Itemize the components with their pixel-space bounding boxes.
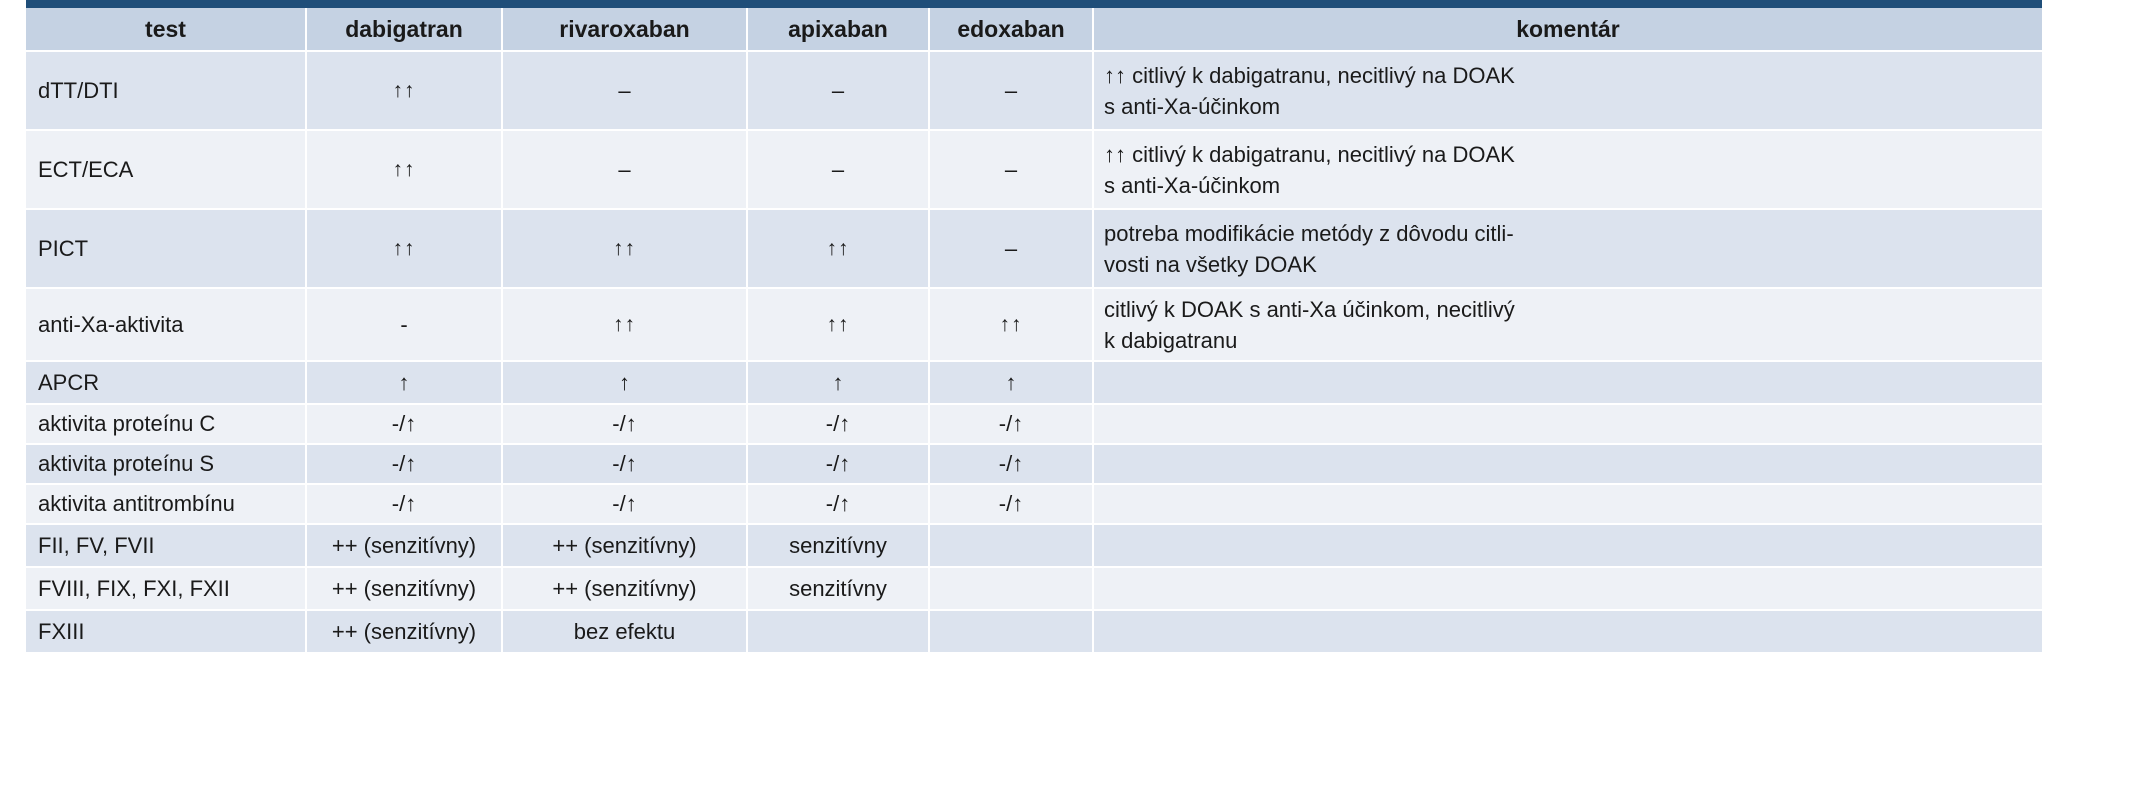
header-rivaroxaban: rivaroxaban xyxy=(501,8,747,51)
cell-edoxaban: – xyxy=(928,129,1093,209)
cell-rivaroxaban: – xyxy=(501,50,747,130)
cell-comment xyxy=(1092,566,2042,610)
cell-dabigatran: -/↑ xyxy=(305,443,502,484)
cell-apixaban xyxy=(746,609,929,652)
cell-edoxaban: -/↑ xyxy=(928,483,1093,524)
comment-line: ↑↑ citlivý k dabigatranu, necitlivý na D… xyxy=(1104,141,1515,167)
cell-rivaroxaban: bez efektu xyxy=(501,609,747,652)
cell-comment: ↑↑ citlivý k dabigatranu, necitlivý na D… xyxy=(1092,129,2042,209)
cell-test: dTT/DTI xyxy=(26,50,306,130)
cell-apixaban: ↑↑ xyxy=(746,208,929,288)
cell-edoxaban: -/↑ xyxy=(928,403,1093,444)
cell-comment xyxy=(1092,403,2042,444)
cell-dabigatran: ↑↑ xyxy=(305,129,502,209)
cell-edoxaban: – xyxy=(928,208,1093,288)
cell-edoxaban xyxy=(928,609,1093,652)
cell-rivaroxaban: -/↑ xyxy=(501,443,747,484)
table-row: APCR ↑ ↑ ↑ ↑ xyxy=(26,360,2042,404)
cell-apixaban: senzitívny xyxy=(746,523,929,567)
table-row: ECT/ECA ↑↑ – – – ↑↑ citlivý k dabigatran… xyxy=(26,129,2042,209)
cell-comment: citlivý k DOAK s anti-Xa účinkom, necitl… xyxy=(1092,287,2042,361)
cell-test: FVIII, FIX, FXI, FXII xyxy=(26,566,306,610)
cell-edoxaban: – xyxy=(928,50,1093,130)
table-row: FII, FV, FVII ++ (senzitívny) ++ (senzit… xyxy=(26,523,2042,567)
comment-line: k dabigatranu xyxy=(1104,327,1238,353)
cell-test: APCR xyxy=(26,360,306,404)
cell-dabigatran: ↑↑ xyxy=(305,208,502,288)
table-row: PICT ↑↑ ↑↑ ↑↑ – potreba modifikácie metó… xyxy=(26,208,2042,288)
cell-comment xyxy=(1092,443,2042,484)
table-header-row: test dabigatran rivaroxaban apixaban edo… xyxy=(26,8,2042,51)
header-dabigatran: dabigatran xyxy=(305,8,502,51)
cell-rivaroxaban: ↑↑ xyxy=(501,208,747,288)
cell-rivaroxaban: -/↑ xyxy=(501,483,747,524)
cell-test: FXIII xyxy=(26,609,306,652)
comment-line: s anti-Xa-účinkom xyxy=(1104,172,1281,198)
cell-rivaroxaban: ++ (senzitívny) xyxy=(501,523,747,567)
header-comment: komentár xyxy=(1092,8,2042,51)
cell-test: ECT/ECA xyxy=(26,129,306,209)
cell-apixaban: -/↑ xyxy=(746,403,929,444)
header-test: test xyxy=(26,8,306,51)
cell-edoxaban xyxy=(928,566,1093,610)
cell-test: FII, FV, FVII xyxy=(26,523,306,567)
table-row: aktivita proteínu S -/↑ -/↑ -/↑ -/↑ xyxy=(26,443,2042,484)
comment-line: potreba modifikácie metódy z dôvodu citl… xyxy=(1104,220,1514,246)
cell-edoxaban xyxy=(928,523,1093,567)
cell-comment xyxy=(1092,609,2042,652)
table-row: dTT/DTI ↑↑ – – – ↑↑ citlivý k dabigatran… xyxy=(26,50,2042,130)
cell-apixaban: senzitívny xyxy=(746,566,929,610)
cell-test: PICT xyxy=(26,208,306,288)
cell-apixaban: – xyxy=(746,50,929,130)
cell-rivaroxaban: – xyxy=(501,129,747,209)
table-row: aktivita proteínu C -/↑ -/↑ -/↑ -/↑ xyxy=(26,403,2042,444)
table-row: aktivita antitrombínu -/↑ -/↑ -/↑ -/↑ xyxy=(26,483,2042,524)
header-apixaban: apixaban xyxy=(746,8,929,51)
doak-test-table: test dabigatran rivaroxaban apixaban edo… xyxy=(26,8,2042,652)
cell-edoxaban: ↑ xyxy=(928,360,1093,404)
cell-test: aktivita proteínu C xyxy=(26,403,306,444)
cell-comment xyxy=(1092,360,2042,404)
cell-dabigatran: - xyxy=(305,287,502,361)
cell-apixaban: ↑↑ xyxy=(746,287,929,361)
cell-comment: ↑↑ citlivý k dabigatranu, necitlivý na D… xyxy=(1092,50,2042,130)
cell-edoxaban: -/↑ xyxy=(928,443,1093,484)
cell-apixaban: – xyxy=(746,129,929,209)
cell-rivaroxaban: ++ (senzitívny) xyxy=(501,566,747,610)
cell-dabigatran: ++ (senzitívny) xyxy=(305,609,502,652)
cell-test: anti-Xa-aktivita xyxy=(26,287,306,361)
comment-line: s anti-Xa-účinkom xyxy=(1104,93,1281,119)
cell-rivaroxaban: -/↑ xyxy=(501,403,747,444)
cell-test: aktivita antitrombínu xyxy=(26,483,306,524)
header-edoxaban: edoxaban xyxy=(928,8,1093,51)
table-wrapper: test dabigatran rivaroxaban apixaban edo… xyxy=(26,0,2042,652)
cell-dabigatran: ↑ xyxy=(305,360,502,404)
cell-comment xyxy=(1092,523,2042,567)
cell-apixaban: -/↑ xyxy=(746,483,929,524)
comment-line: citlivý k DOAK s anti-Xa účinkom, necitl… xyxy=(1104,296,1515,322)
cell-dabigatran: ++ (senzitívny) xyxy=(305,566,502,610)
cell-dabigatran: ↑↑ xyxy=(305,50,502,130)
cell-comment: potreba modifikácie metódy z dôvodu citl… xyxy=(1092,208,2042,288)
comment-line: vosti na všetky DOAK xyxy=(1104,251,1317,277)
cell-dabigatran: -/↑ xyxy=(305,403,502,444)
table-row: anti-Xa-aktivita - ↑↑ ↑↑ ↑↑ citlivý k DO… xyxy=(26,287,2042,361)
table-row: FVIII, FIX, FXI, FXII ++ (senzitívny) ++… xyxy=(26,566,2042,610)
cell-rivaroxaban: ↑↑ xyxy=(501,287,747,361)
comment-line: ↑↑ citlivý k dabigatranu, necitlivý na D… xyxy=(1104,62,1515,88)
cell-dabigatran: ++ (senzitívny) xyxy=(305,523,502,567)
cell-dabigatran: -/↑ xyxy=(305,483,502,524)
table-row: FXIII ++ (senzitívny) bez efektu xyxy=(26,609,2042,652)
cell-apixaban: -/↑ xyxy=(746,443,929,484)
cell-test: aktivita proteínu S xyxy=(26,443,306,484)
cell-edoxaban: ↑↑ xyxy=(928,287,1093,361)
cell-comment xyxy=(1092,483,2042,524)
cell-apixaban: ↑ xyxy=(746,360,929,404)
cell-rivaroxaban: ↑ xyxy=(501,360,747,404)
top-accent-bar xyxy=(26,0,2042,8)
